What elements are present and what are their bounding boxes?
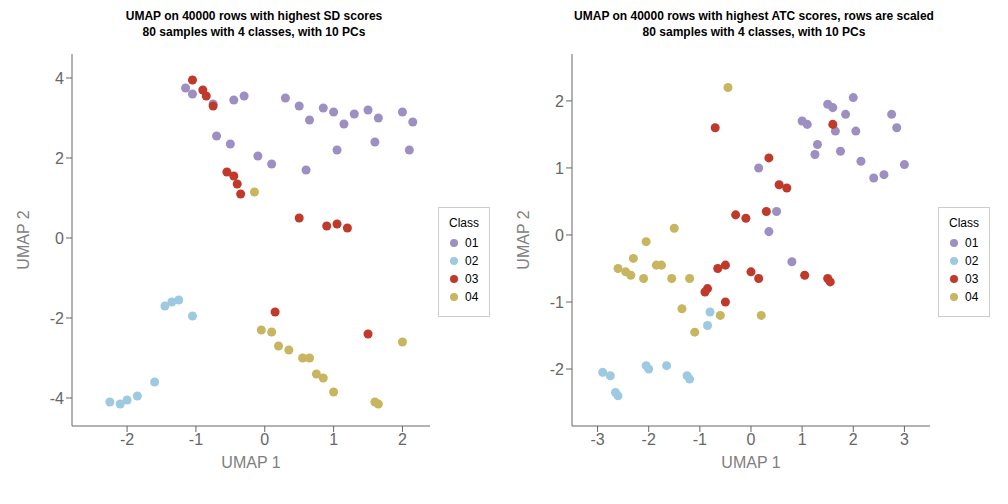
html-text:02: 02 — [965, 254, 979, 268]
svg-text:3: 3 — [900, 431, 909, 448]
svg-text:2: 2 — [849, 431, 858, 448]
svg-text:-2: -2 — [642, 431, 656, 448]
svg-text:-3: -3 — [590, 431, 604, 448]
svg-text:-2: -2 — [50, 310, 64, 327]
html-text:04: 04 — [465, 290, 479, 304]
svg-text:0: 0 — [747, 431, 756, 448]
svg-text:-2: -2 — [120, 431, 134, 448]
svg-text:2: 2 — [55, 150, 64, 167]
html-text:03: 03 — [465, 272, 479, 286]
svg-text:1: 1 — [798, 431, 807, 448]
svg-text:UMAP 2: UMAP 2 — [15, 210, 32, 269]
svg-text:0: 0 — [555, 227, 564, 244]
html-text:UMAP on 40000 rows with highes: UMAP on 40000 rows with highest ATC scor… — [574, 9, 934, 39]
svg-text:1: 1 — [329, 431, 338, 448]
svg-text:-1: -1 — [550, 294, 564, 311]
html-text:01: 01 — [465, 236, 479, 250]
html-text:02: 02 — [465, 254, 479, 268]
html-text:03: 03 — [965, 272, 979, 286]
svg-text:-2: -2 — [550, 361, 564, 378]
svg-text:-1: -1 — [693, 431, 707, 448]
html-text:Class: Class — [949, 216, 979, 230]
html-text:04: 04 — [965, 290, 979, 304]
svg-text:-4: -4 — [50, 390, 64, 407]
svg-text:-1: -1 — [189, 431, 203, 448]
html-text:Class: Class — [449, 216, 479, 230]
svg-text:0: 0 — [260, 431, 269, 448]
svg-text:UMAP 2: UMAP 2 — [515, 210, 532, 269]
html-text:UMAP on 40000 rows with highes: UMAP on 40000 rows with highest SD score… — [125, 9, 383, 39]
svg-text:UMAP 1: UMAP 1 — [221, 454, 280, 471]
svg-text:UMAP 1: UMAP 1 — [721, 454, 780, 471]
svg-text:1: 1 — [555, 160, 564, 177]
svg-text:2: 2 — [398, 431, 407, 448]
svg-text:2: 2 — [555, 93, 564, 110]
svg-text:4: 4 — [55, 70, 64, 87]
html-text:01: 01 — [965, 236, 979, 250]
svg-text:0: 0 — [55, 230, 64, 247]
